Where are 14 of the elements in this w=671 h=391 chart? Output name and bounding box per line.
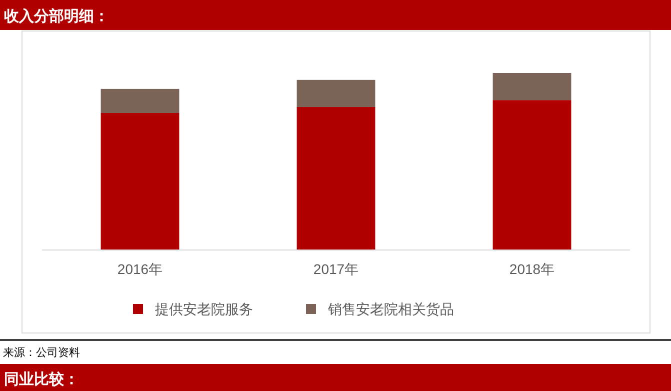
source-note: 来源：公司资料 bbox=[3, 346, 80, 359]
chart-title: 收入分部明细： bbox=[4, 7, 109, 25]
bar bbox=[296, 106, 376, 250]
bar bbox=[100, 113, 180, 250]
bar bbox=[492, 100, 572, 250]
x-tick-label: 2018年 bbox=[509, 260, 555, 277]
bar bbox=[100, 88, 180, 113]
x-tick-label: 2017年 bbox=[313, 260, 359, 277]
legend-label: 提供安老院服务 bbox=[155, 302, 253, 318]
x-tick-label: 2016年 bbox=[117, 260, 163, 277]
bar bbox=[296, 80, 376, 107]
bar bbox=[492, 73, 572, 100]
text: 同业比较： bbox=[4, 370, 79, 388]
legend-label: 销售安老院相关货品 bbox=[327, 302, 454, 318]
